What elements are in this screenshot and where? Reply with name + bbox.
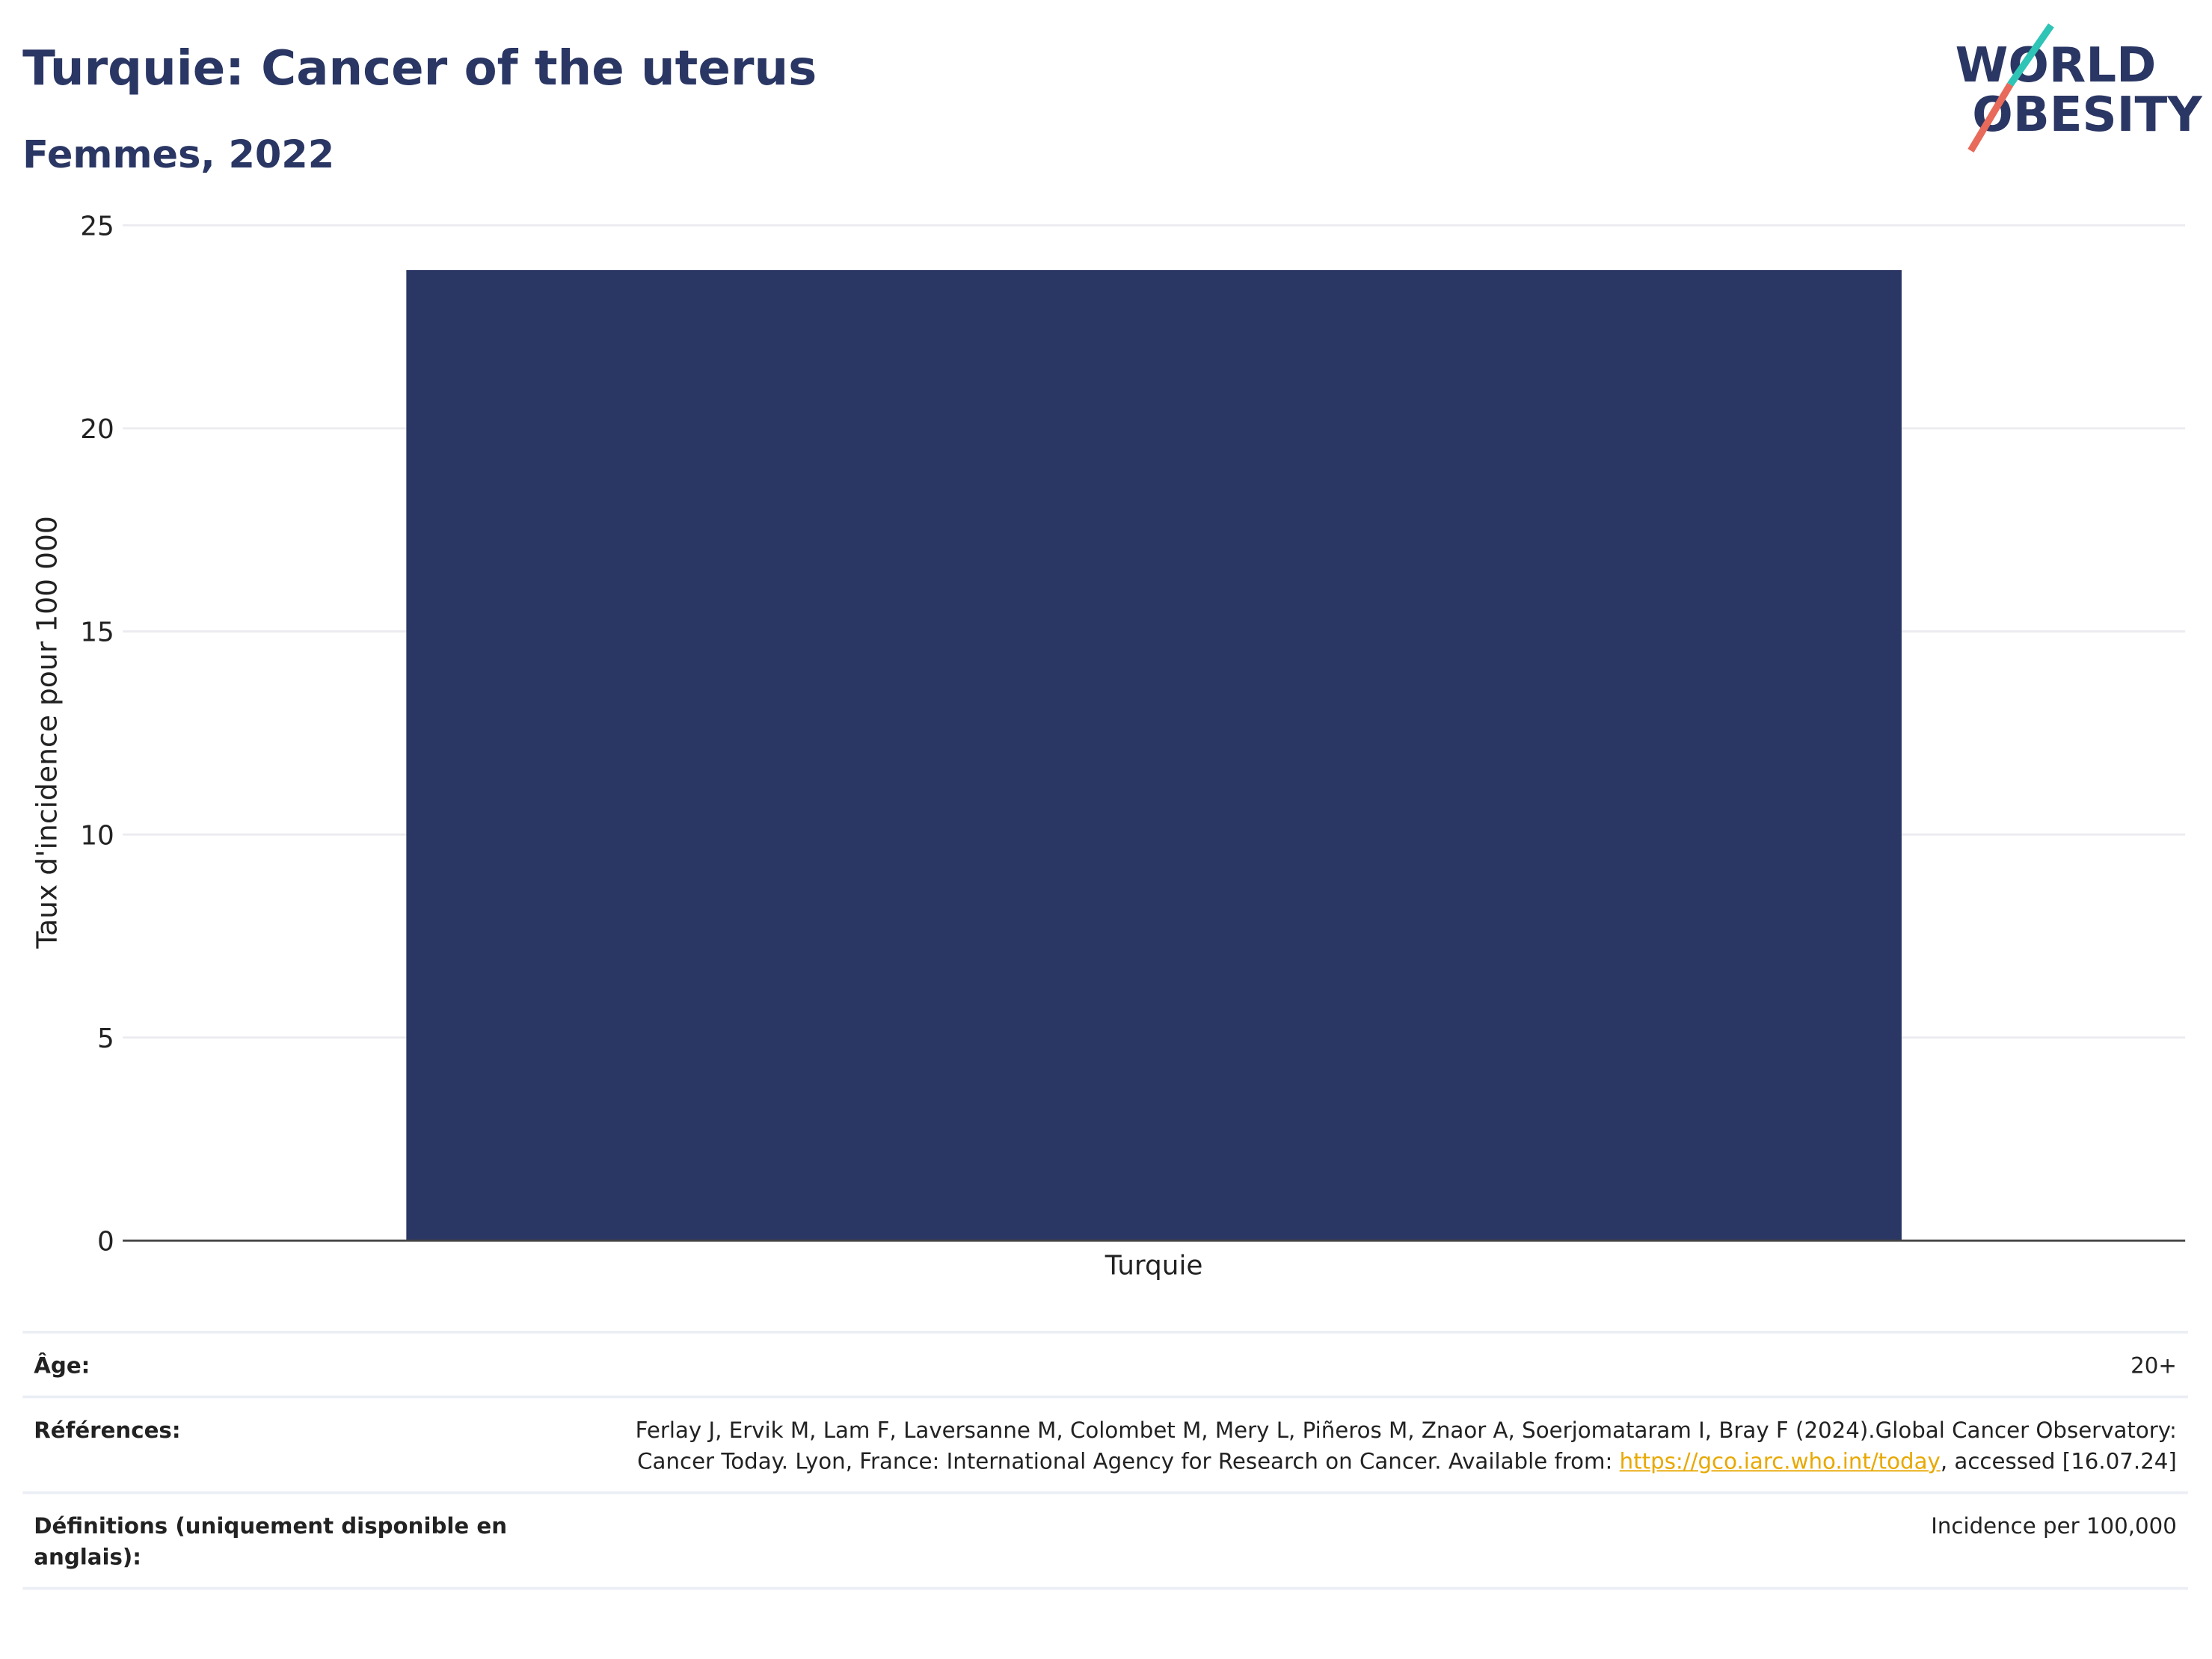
row-value-after: , accessed [16.07.24]: [1940, 1449, 2177, 1475]
y-tick-label: 15: [80, 618, 114, 648]
row-value-box: Ferlay J, Ervik M, Lam F, Laversanne M, …: [597, 1415, 2177, 1477]
y-tick-label: 10: [80, 820, 114, 851]
details-row: Références: Ferlay J, Ervik M, Lam F, Lav…: [22, 1398, 2188, 1495]
row-label: Définitions (uniquement disponible en an…: [34, 1513, 508, 1571]
row-label: Âge:: [34, 1353, 90, 1379]
y-tick-label: 0: [97, 1227, 114, 1258]
details-row: Âge: 20+: [22, 1334, 2188, 1399]
reference-link[interactable]: https://gco.iarc.who.int/today: [1619, 1449, 1941, 1475]
details-table: Âge: 20+ Références: Ferlay J, Ervik M, Lam…: [22, 1330, 2188, 1590]
details: Âge: 20+ Références: Ferlay J, Ervik M, Lam…: [22, 1330, 2188, 1590]
logo-slash: [2007, 23, 2054, 87]
row-value: Ferlay J, Ervik M, Lam F, Laversanne M, …: [635, 1418, 2177, 1475]
chart-subtitle: Femmes, 2022: [22, 133, 334, 177]
row-value-box: Incidence per 100,000: [1931, 1511, 2177, 1573]
row-value-box: 20+: [2130, 1350, 2177, 1381]
logo-slash: [1967, 82, 2014, 153]
details-row: Définitions (uniquement disponible en an…: [22, 1494, 2188, 1590]
logo-text: OBESITY: [1972, 87, 2203, 143]
row-value: Incidence per 100,000: [1931, 1513, 2177, 1539]
logo: WORLD OBESITY: [1956, 23, 2203, 153]
y-tick-label: 20: [80, 414, 114, 445]
chart-title: Turquie: Cancer of the uterus: [22, 41, 817, 96]
y-tick-label: 25: [80, 212, 114, 242]
row-value: 20+: [2130, 1353, 2177, 1379]
bar: [406, 270, 1902, 1241]
logo-text: WORLD: [1956, 38, 2157, 93]
x-tick-label: Turquie: [1105, 1251, 1203, 1281]
y-axis-label: Taux d'incidence pour 100 000: [30, 516, 63, 949]
row-label: Références:: [34, 1418, 181, 1444]
y-tick-label: 5: [97, 1024, 114, 1054]
